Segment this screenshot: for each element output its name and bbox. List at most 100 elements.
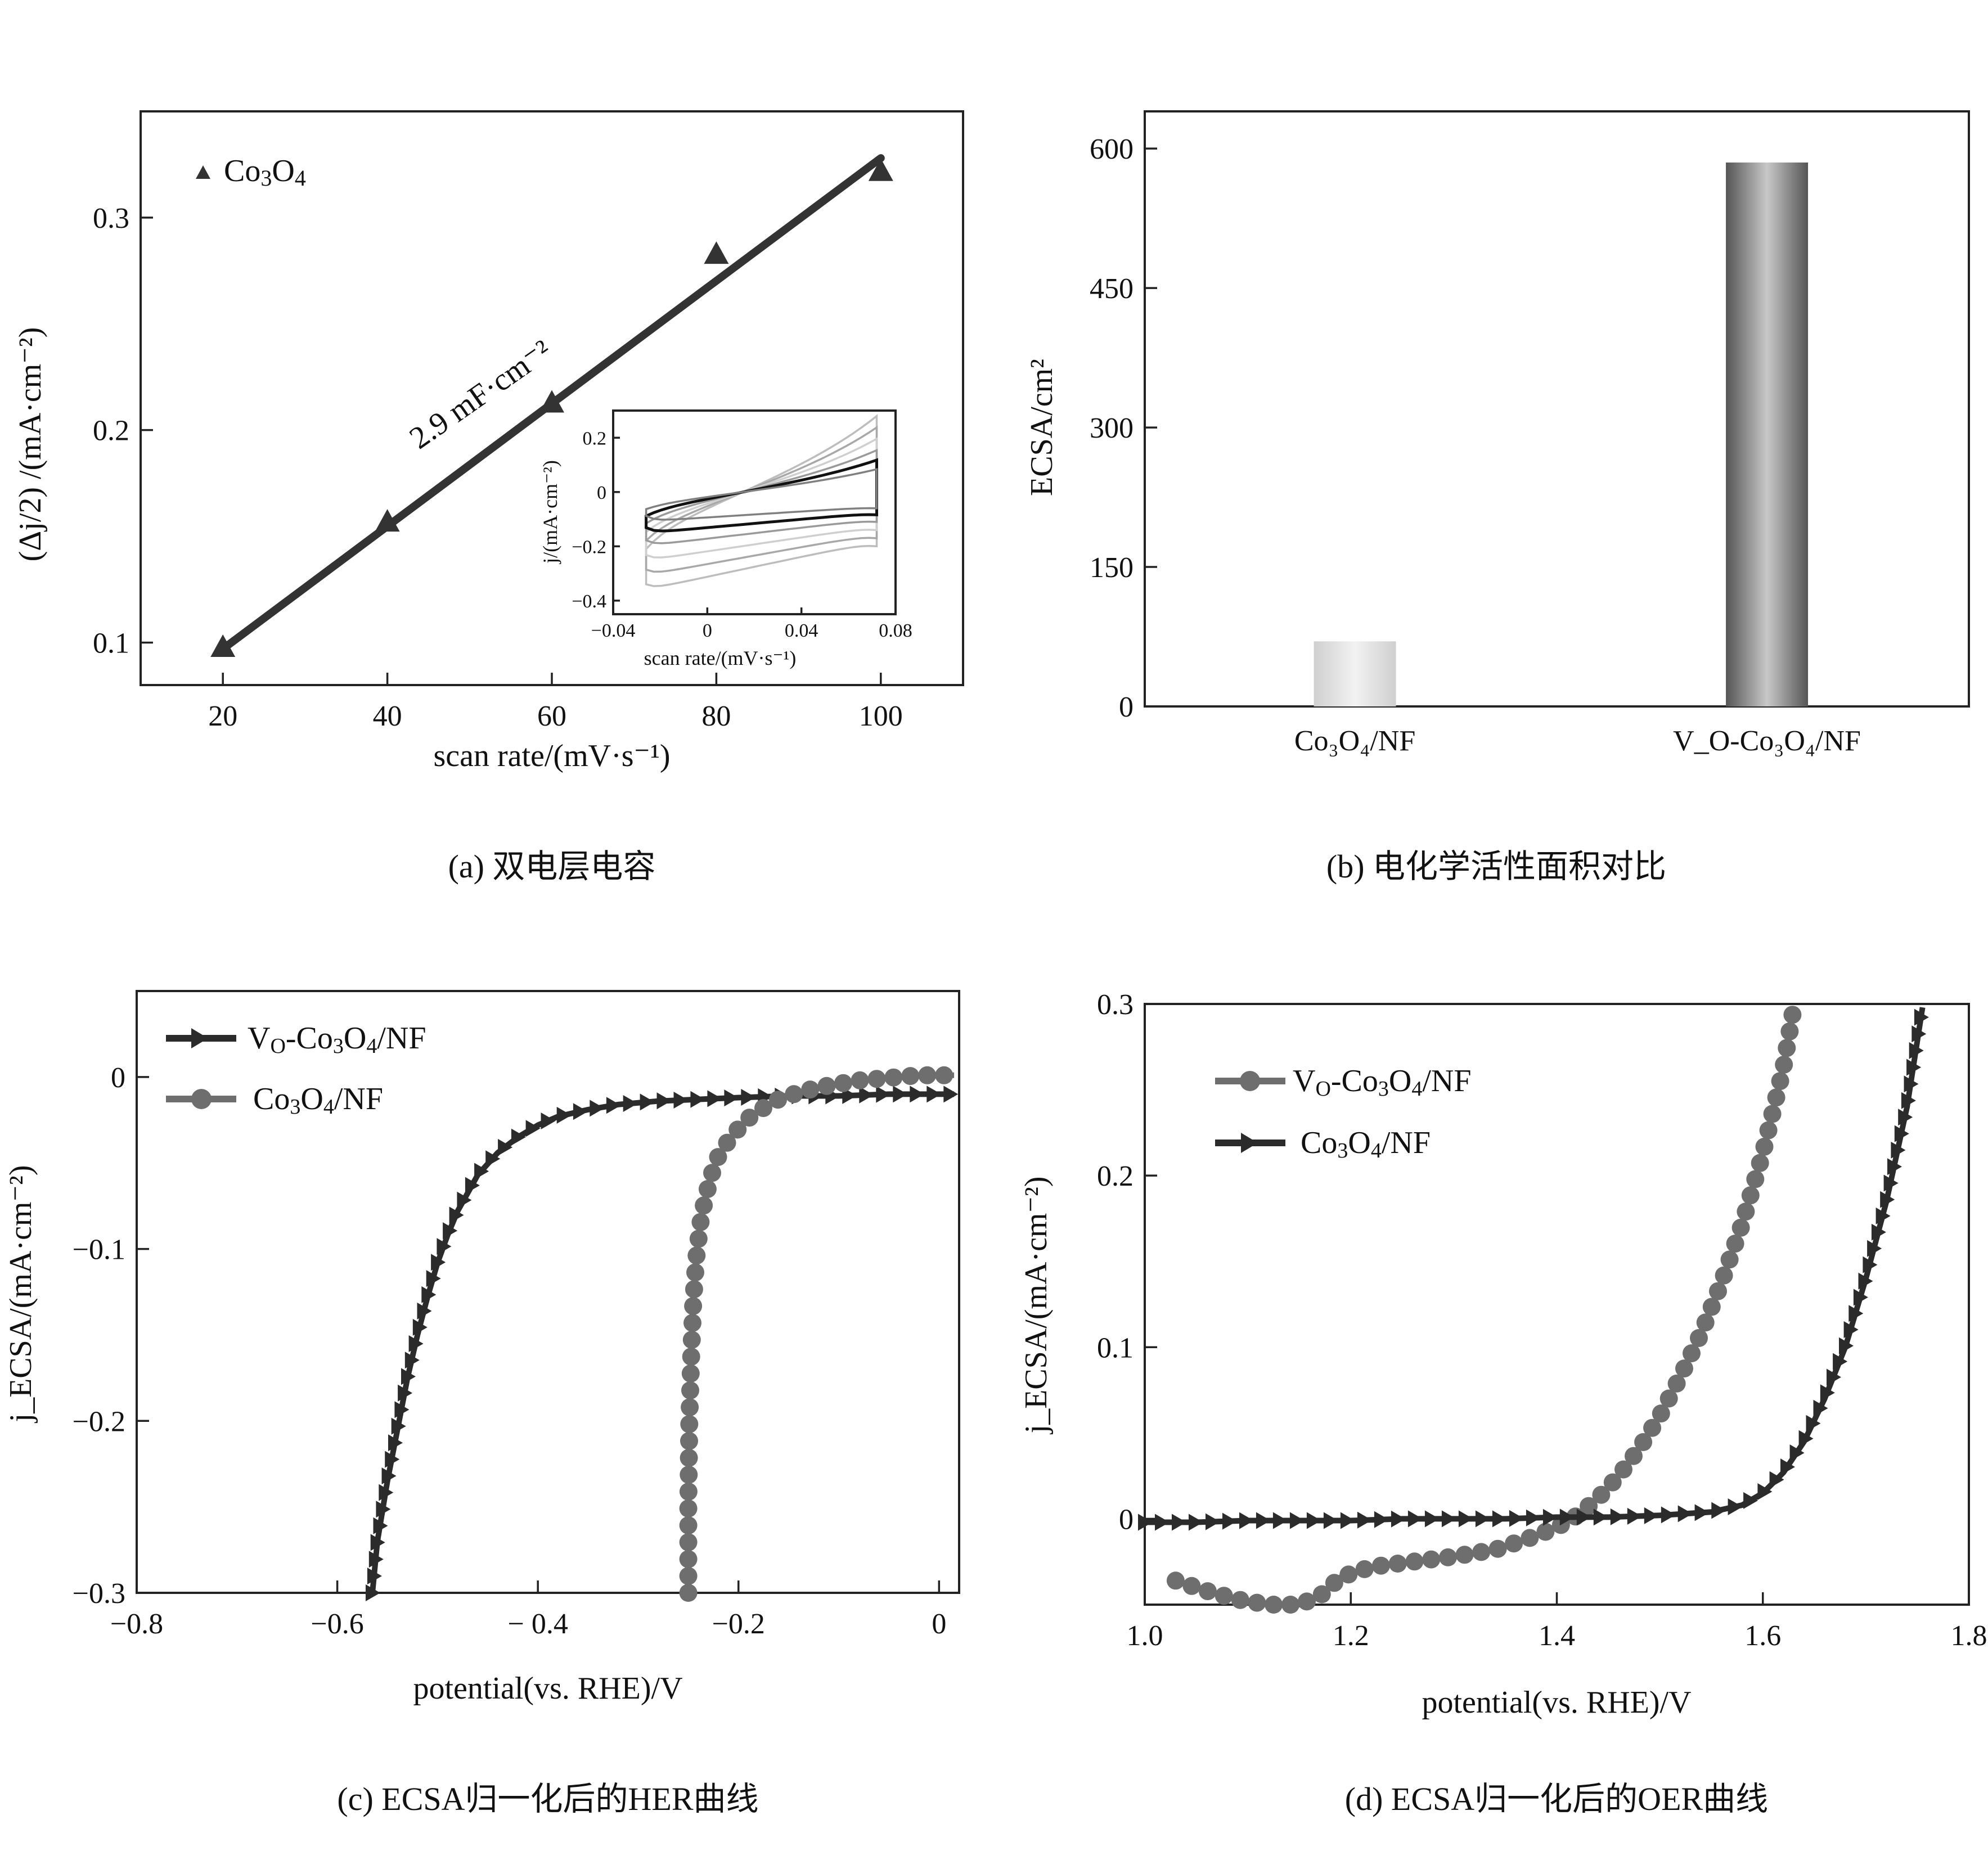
series-marker-circle (1215, 1587, 1233, 1605)
series-marker-triangle (1858, 1272, 1873, 1290)
y-tick-label: 0.3 (1097, 989, 1134, 1021)
series-marker-triangle (1374, 1511, 1389, 1528)
x-tick-label: 1.6 (1744, 1620, 1781, 1652)
series-marker-triangle (1441, 1510, 1456, 1528)
panel-c: −0.8 −0.6 − 0.4 −0.2 0 0 −0.1 −0.2 −0.3 VO-Co3O4… (3, 990, 960, 1817)
inset-cv-loop (645, 468, 878, 521)
series-marker-triangle (1883, 1174, 1899, 1192)
series-marker-triangle (1593, 1508, 1608, 1526)
series-marker-triangle (485, 1150, 501, 1168)
series-marker-circle (1690, 1329, 1708, 1347)
caption-b: (b) 电化学活性面积对比 (1326, 848, 1666, 885)
panel-a: 20 40 60 80 100 0.1 0.2 0.3 Co3O4 2.9 mF·cm⁻² s… (13, 110, 964, 885)
x-tick-label-a: 20 (208, 700, 237, 732)
series-marker-triangle (1867, 1240, 1882, 1257)
y-axis-label-a: (Δj/2) /(mA·cm⁻²) (13, 327, 48, 562)
series-marker-circle (1652, 1404, 1670, 1423)
legend-marker-vo (191, 1028, 208, 1048)
x-tick-label: 1.2 (1333, 1620, 1369, 1652)
series-marker-circle (1783, 1006, 1802, 1024)
inset-cv: −0.04 0 0.04 0.08 0.2 0 −0.2 −0.4 scan rate/(mV… (539, 409, 912, 669)
series-marker-circle (1488, 1539, 1507, 1558)
y-tick-label-a: 0.3 (93, 202, 129, 235)
inset-x-tick-label: −0.04 (591, 620, 636, 641)
series-marker-circle (698, 1180, 717, 1199)
series-marker-triangle (421, 1286, 437, 1303)
y-tick-label-b: 600 (1090, 133, 1134, 165)
series-marker-triangle (1391, 1510, 1406, 1528)
series-marker-triangle (1492, 1510, 1507, 1528)
y-tick-label-b: 0 (1119, 691, 1134, 723)
inset-cv-loop (645, 437, 878, 559)
series-marker-circle (1780, 1022, 1799, 1041)
series-marker-circle (1198, 1582, 1217, 1601)
series-marker-circle (1325, 1574, 1343, 1592)
x-tick-label: −0.8 (110, 1608, 163, 1640)
series-marker-triangle (1289, 1512, 1305, 1529)
series-marker-triangle (1306, 1512, 1321, 1529)
y-axis-label-b: ECSA/cm² (1024, 359, 1059, 496)
series-marker-circle (1536, 1523, 1555, 1541)
series-marker-triangle (1904, 1075, 1919, 1093)
series-marker-circle (1388, 1555, 1407, 1573)
series-line-1 (685, 1072, 955, 1593)
series-marker-triangle (373, 1517, 388, 1534)
series-marker-circle (679, 1499, 698, 1517)
x-tick-label: 1.8 (1951, 1620, 1987, 1652)
x-axis-label-d: potential(vs. RHE)/V (1422, 1685, 1691, 1720)
series-marker-triangle (1891, 1141, 1906, 1159)
data-point-triangle (868, 158, 893, 181)
series-marker-triangle (1610, 1508, 1625, 1525)
series-marker-triangle (573, 1103, 588, 1120)
series-marker-triangle (656, 1092, 672, 1110)
series-marker-triangle (1256, 1512, 1271, 1529)
series-marker-triangle (426, 1270, 441, 1287)
series-marker-circle (680, 1449, 698, 1467)
series-marker-triangle (1644, 1507, 1659, 1524)
x-tick-label: 1.4 (1539, 1620, 1575, 1652)
category-label: V_O-Co₃O₄/NF (1673, 725, 1861, 757)
series-marker-triangle (1909, 1042, 1924, 1059)
series-marker-circle (682, 1348, 700, 1366)
panel-d-series (1138, 1006, 1929, 1614)
series-marker-triangle (1789, 1444, 1805, 1462)
series-marker-circle (1455, 1546, 1474, 1564)
y-axis-label-d: j_ECSA/(mA·cm⁻²) (1019, 1177, 1054, 1435)
series-marker-triangle (379, 1484, 394, 1501)
series-marker-triangle (1272, 1512, 1288, 1529)
x-tick-label: 0 (932, 1608, 946, 1640)
series-marker-circle (1472, 1543, 1491, 1561)
x-tick-label: − 0.4 (508, 1608, 568, 1640)
series-marker-triangle (1806, 1415, 1821, 1432)
inset-y-label: j/(mA·cm⁻²) (539, 460, 561, 565)
series-marker-triangle (370, 1534, 385, 1551)
series-marker-triangle (388, 1434, 403, 1452)
series-marker-circle (709, 1148, 727, 1167)
series-marker-triangle (525, 1120, 541, 1137)
series-marker-circle (681, 1364, 700, 1382)
series-marker-circle (785, 1085, 803, 1104)
legend-d-marker-vo (1240, 1071, 1260, 1091)
panel-c-ticks: −0.8 −0.6 − 0.4 −0.2 0 0 −0.1 −0.2 −0.3 (73, 1062, 947, 1640)
series-marker-triangle (474, 1163, 489, 1180)
series-marker-circle (691, 1213, 710, 1231)
series-marker-triangle (640, 1093, 655, 1111)
series-marker-circle (680, 1466, 698, 1484)
series-marker-circle (851, 1071, 869, 1089)
series-marker-triangle (1627, 1507, 1642, 1525)
series-marker-triangle (1222, 1512, 1237, 1530)
series-marker-triangle (1743, 1492, 1758, 1509)
series-marker-triangle (1813, 1399, 1828, 1417)
series-marker-circle (686, 1263, 704, 1282)
panel-b: 0 150 300 450 600 Co₃O₄/NF V_O-Co₃O₄/NF ECSA/… (1024, 110, 1970, 885)
series-marker-circle (1751, 1154, 1769, 1172)
y-tick-label-a: 0.1 (93, 627, 129, 659)
y-tick-label: −0.1 (73, 1234, 125, 1266)
bar-1 (1726, 162, 1809, 706)
series-marker-triangle (381, 1467, 397, 1485)
series-marker-circle (1166, 1571, 1185, 1590)
series-marker-triangle (1780, 1458, 1795, 1476)
series-marker-circle (679, 1550, 698, 1568)
series-marker-triangle (1757, 1483, 1773, 1500)
data-point-triangle (704, 241, 729, 264)
